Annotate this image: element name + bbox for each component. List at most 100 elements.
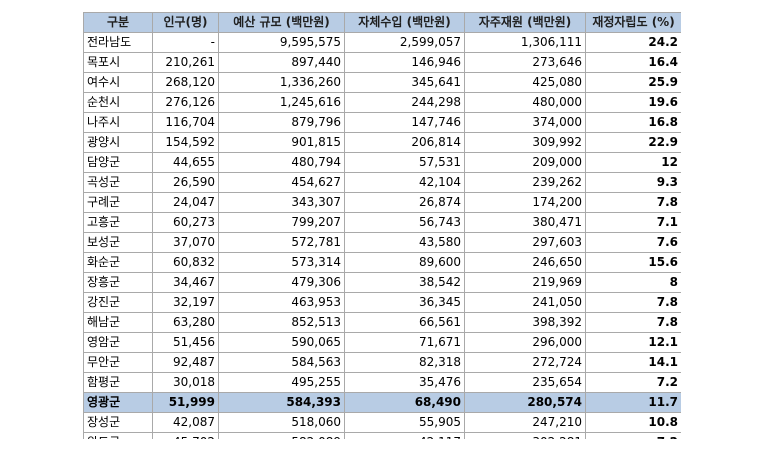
independent-revenue-cell[interactable]: 374,000	[464, 112, 586, 133]
region-cell[interactable]: 장흥군	[83, 272, 153, 293]
region-cell[interactable]: 목포시	[83, 52, 153, 73]
budget-cell[interactable]: 1,336,260	[218, 72, 345, 93]
region-cell[interactable]: 보성군	[83, 232, 153, 253]
budget-cell[interactable]: 9,595,575	[218, 32, 345, 53]
own-revenue-cell[interactable]: 42,117	[344, 432, 465, 439]
region-cell[interactable]: 광양시	[83, 132, 153, 153]
population-cell[interactable]: 51,999	[152, 392, 219, 413]
population-cell[interactable]: 44,655	[152, 152, 219, 173]
independent-revenue-cell[interactable]: 174,200	[464, 192, 586, 213]
region-cell[interactable]: 장성군	[83, 412, 153, 433]
own-revenue-cell[interactable]: 82,318	[344, 352, 465, 373]
fiscal-independence-cell[interactable]: 16.4	[585, 52, 681, 73]
population-cell[interactable]: 32,197	[152, 292, 219, 313]
budget-cell[interactable]: 495,255	[218, 372, 345, 393]
fiscal-independence-cell[interactable]: 8	[585, 272, 681, 293]
budget-cell[interactable]: 518,060	[218, 412, 345, 433]
budget-cell[interactable]: 572,781	[218, 232, 345, 253]
region-cell[interactable]: 영광군	[83, 392, 153, 413]
population-cell[interactable]: 42,087	[152, 412, 219, 433]
fiscal-independence-cell[interactable]: 11.7	[585, 392, 681, 413]
fiscal-independence-cell[interactable]: 7.6	[585, 232, 681, 253]
independent-revenue-cell[interactable]: 398,392	[464, 312, 586, 333]
independent-revenue-cell[interactable]: 272,724	[464, 352, 586, 373]
budget-cell[interactable]: 901,815	[218, 132, 345, 153]
budget-cell[interactable]: 479,306	[218, 272, 345, 293]
own-revenue-cell[interactable]: 38,542	[344, 272, 465, 293]
independent-revenue-cell[interactable]: 297,603	[464, 232, 586, 253]
population-cell[interactable]: 63,280	[152, 312, 219, 333]
own-revenue-cell[interactable]: 56,743	[344, 212, 465, 233]
own-revenue-cell[interactable]: 55,905	[344, 412, 465, 433]
region-cell[interactable]: 무안군	[83, 352, 153, 373]
own-revenue-cell[interactable]: 206,814	[344, 132, 465, 153]
budget-cell[interactable]: 582,089	[218, 432, 345, 439]
fiscal-independence-cell[interactable]: 22.9	[585, 132, 681, 153]
region-cell[interactable]: 순천시	[83, 92, 153, 113]
budget-cell[interactable]: 1,245,616	[218, 92, 345, 113]
population-cell[interactable]: 92,487	[152, 352, 219, 373]
own-revenue-cell[interactable]: 345,641	[344, 72, 465, 93]
population-cell[interactable]: 268,120	[152, 72, 219, 93]
population-cell[interactable]: 60,273	[152, 212, 219, 233]
own-revenue-cell[interactable]: 66,561	[344, 312, 465, 333]
own-revenue-cell[interactable]: 35,476	[344, 372, 465, 393]
budget-cell[interactable]: 897,440	[218, 52, 345, 73]
independent-revenue-cell[interactable]: 302,281	[464, 432, 586, 439]
budget-cell[interactable]: 343,307	[218, 192, 345, 213]
population-cell[interactable]: 30,018	[152, 372, 219, 393]
fiscal-independence-cell[interactable]: 10.8	[585, 412, 681, 433]
independent-revenue-cell[interactable]: 219,969	[464, 272, 586, 293]
fiscal-independence-cell[interactable]: 9.3	[585, 172, 681, 193]
population-cell[interactable]: -	[152, 32, 219, 53]
fiscal-independence-cell[interactable]: 7.8	[585, 312, 681, 333]
region-cell[interactable]: 여수시	[83, 72, 153, 93]
independent-revenue-cell[interactable]: 425,080	[464, 72, 586, 93]
own-revenue-cell[interactable]: 43,580	[344, 232, 465, 253]
region-cell[interactable]: 화순군	[83, 252, 153, 273]
independent-revenue-cell[interactable]: 309,992	[464, 132, 586, 153]
independent-revenue-cell[interactable]: 1,306,111	[464, 32, 586, 53]
population-cell[interactable]: 45,702	[152, 432, 219, 439]
fiscal-independence-cell[interactable]: 16.8	[585, 112, 681, 133]
independent-revenue-cell[interactable]: 209,000	[464, 152, 586, 173]
region-cell[interactable]: 함평군	[83, 372, 153, 393]
region-cell[interactable]: 전라남도	[83, 32, 153, 53]
region-cell[interactable]: 나주시	[83, 112, 153, 133]
population-cell[interactable]: 60,832	[152, 252, 219, 273]
fiscal-independence-cell[interactable]: 7.2	[585, 432, 681, 439]
own-revenue-cell[interactable]: 2,599,057	[344, 32, 465, 53]
region-cell[interactable]: 고흥군	[83, 212, 153, 233]
population-cell[interactable]: 26,590	[152, 172, 219, 193]
population-cell[interactable]: 210,261	[152, 52, 219, 73]
own-revenue-cell[interactable]: 42,104	[344, 172, 465, 193]
independent-revenue-cell[interactable]: 246,650	[464, 252, 586, 273]
independent-revenue-cell[interactable]: 239,262	[464, 172, 586, 193]
own-revenue-cell[interactable]: 68,490	[344, 392, 465, 413]
population-cell[interactable]: 116,704	[152, 112, 219, 133]
budget-cell[interactable]: 573,314	[218, 252, 345, 273]
population-cell[interactable]: 276,126	[152, 92, 219, 113]
region-cell[interactable]: 곡성군	[83, 172, 153, 193]
fiscal-independence-cell[interactable]: 7.8	[585, 192, 681, 213]
population-cell[interactable]: 24,047	[152, 192, 219, 213]
fiscal-independence-cell[interactable]: 12	[585, 152, 681, 173]
fiscal-independence-cell[interactable]: 7.2	[585, 372, 681, 393]
own-revenue-cell[interactable]: 244,298	[344, 92, 465, 113]
region-cell[interactable]: 강진군	[83, 292, 153, 313]
population-cell[interactable]: 154,592	[152, 132, 219, 153]
population-cell[interactable]: 51,456	[152, 332, 219, 353]
fiscal-independence-cell[interactable]: 25.9	[585, 72, 681, 93]
independent-revenue-cell[interactable]: 296,000	[464, 332, 586, 353]
region-cell[interactable]: 완도군	[83, 432, 153, 439]
own-revenue-cell[interactable]: 26,874	[344, 192, 465, 213]
budget-cell[interactable]: 584,563	[218, 352, 345, 373]
independent-revenue-cell[interactable]: 273,646	[464, 52, 586, 73]
budget-cell[interactable]: 852,513	[218, 312, 345, 333]
region-cell[interactable]: 구례군	[83, 192, 153, 213]
own-revenue-cell[interactable]: 89,600	[344, 252, 465, 273]
budget-cell[interactable]: 454,627	[218, 172, 345, 193]
region-cell[interactable]: 담양군	[83, 152, 153, 173]
independent-revenue-cell[interactable]: 480,000	[464, 92, 586, 113]
budget-cell[interactable]: 879,796	[218, 112, 345, 133]
